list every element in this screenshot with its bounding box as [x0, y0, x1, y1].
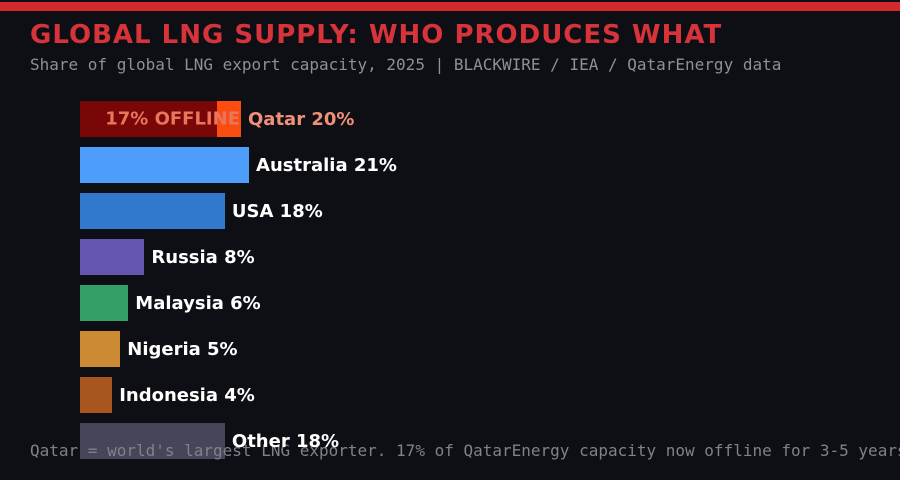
bar-row-other: Other 18% [80, 423, 397, 459]
bar-indonesia[interactable] [80, 377, 113, 413]
bar-russia[interactable] [80, 239, 145, 275]
bar-australia[interactable] [80, 147, 250, 183]
bar-value-label-australia: Australia 21% [256, 154, 397, 176]
bar-malaysia[interactable] [80, 285, 129, 321]
top-accent-strip [0, 2, 900, 11]
bar-value-label-indonesia: Indonesia 4% [119, 384, 255, 406]
bar-row-malaysia: Malaysia 6% [80, 285, 397, 321]
bar-value-label-russia: Russia 8% [151, 246, 255, 268]
bar-row-usa: USA 18% [80, 193, 397, 229]
page-title: GLOBAL LNG SUPPLY: WHO PRODUCES WHAT [30, 20, 723, 50]
bar-value-label-usa: USA 18% [231, 200, 323, 222]
bar-row-russia: Russia 8% [80, 239, 397, 275]
bar-row-indonesia: Indonesia 4% [80, 377, 397, 413]
bar-other[interactable] [80, 423, 225, 459]
bar-value-label-qatar: Qatar 20% [248, 108, 355, 130]
bar-row-qatar: 17% OFFLINE Qatar 20% [80, 101, 397, 137]
bar-segment-qatar-1[interactable] [216, 101, 241, 137]
bar-usa[interactable] [80, 193, 225, 229]
footer-note: Qatar = world's largest LNG exporter. 17… [30, 441, 900, 460]
bar-qatar[interactable]: 17% OFFLINE [80, 101, 241, 137]
bar-value-label-malaysia: Malaysia 6% [135, 292, 261, 314]
bar-nigeria[interactable] [80, 331, 121, 367]
bar-row-nigeria: Nigeria 5% [80, 331, 397, 367]
bar-segment-qatar-0[interactable] [80, 101, 217, 137]
bar-value-label-nigeria: Nigeria 5% [127, 338, 238, 360]
header: GLOBAL LNG SUPPLY: WHO PRODUCES WHAT Sha… [30, 21, 781, 74]
bar-row-australia: Australia 21% [80, 147, 397, 183]
lng-supply-bar-chart: 17% OFFLINE Qatar 20% Australia 21% USA 18%… [80, 101, 397, 459]
bar-value-label-other: Other 18% [231, 430, 340, 452]
offline-annotation: 17% OFFLINE [105, 108, 240, 130]
page-subtitle: Share of global LNG export capacity, 202… [30, 55, 782, 74]
